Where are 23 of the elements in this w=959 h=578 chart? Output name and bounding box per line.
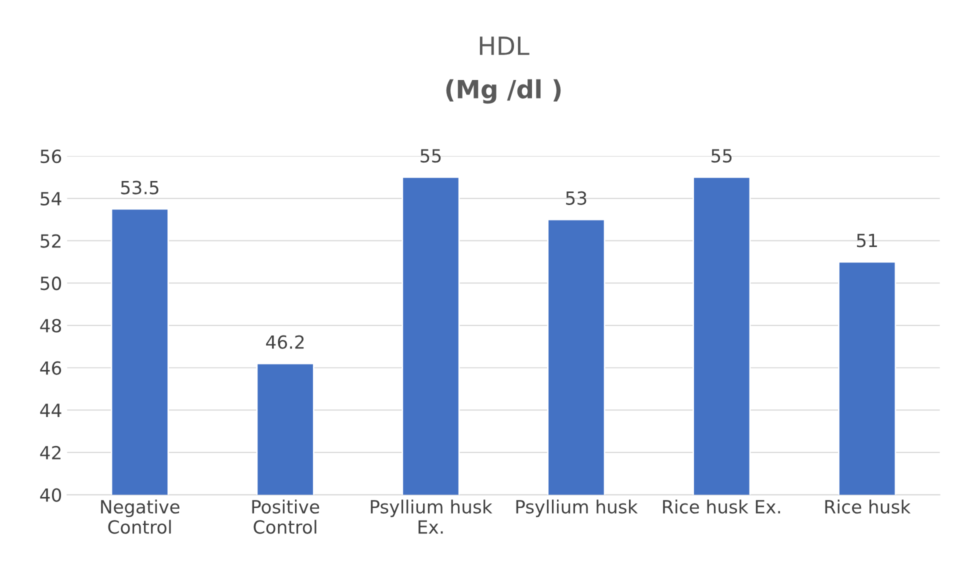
y-tick-label: 46 [40,361,62,375]
chart-title: HDL [480,36,530,55]
y-tick-label: 44 [40,404,62,417]
x-tick-label: Positive Control [252,500,320,534]
y-tick-label: 54 [40,192,62,206]
data-label: 51 [857,234,877,248]
data-label: 53.5 [121,180,158,194]
y-tick-label: 48 [40,318,62,333]
x-tick-label: Rice husk [825,500,911,514]
x-tick-label: Psyllium husk Ex. [370,500,492,534]
data-label: 46.2 [266,335,304,349]
x-tick-label: Negative Control [101,500,180,534]
x-tick-label: Psyllium husk [516,500,638,518]
x-tick-label: Rice husk Ex. [663,500,780,514]
y-tick-label: 56 [40,150,62,164]
data-label: 55 [712,149,732,163]
data-label: 53 [566,191,586,205]
y-tick-label: 40 [40,488,62,502]
y-tick-label: 50 [40,276,62,290]
y-tick-label: 52 [40,234,60,248]
chart-subtitle: (Mg /dl ) [446,79,561,104]
y-tick-label: 42 [40,446,60,460]
data-label: 55 [420,149,441,163]
